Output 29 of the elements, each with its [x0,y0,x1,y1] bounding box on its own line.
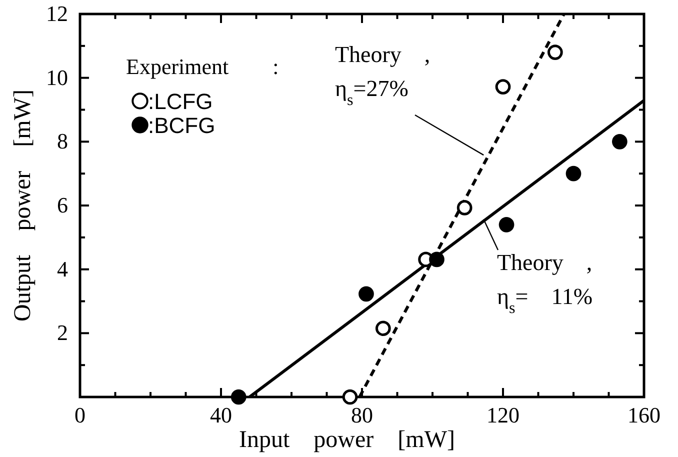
y-tick-label: 12 [46,1,68,26]
x-tick-label: 40 [210,402,232,428]
point [429,252,444,268]
x-tick-label: 80 [351,402,373,428]
x-tick-label: 160 [628,402,660,428]
point [342,389,358,405]
point [230,389,246,405]
y-axis-title: Output power [mW] [10,90,36,322]
y-tick-label: 10 [46,64,68,90]
point [456,200,472,216]
point [375,320,391,336]
legend-title: Experiment : [126,54,279,79]
point [495,79,511,94]
legend-label: :LCFG [148,89,213,114]
point [498,216,514,232]
x-axis-title: Input power [mW] [239,427,455,453]
x-tick-label: 0 [74,402,86,428]
point [566,166,582,182]
legend-label: :BCFG [148,113,216,138]
y-tick-label: 4 [57,256,68,282]
point [358,286,374,302]
y-tick-label: 2 [57,320,68,346]
annotation: Theory , η$_{s}$=27% [335,42,430,108]
x-tick-label: 120 [486,402,520,428]
point [612,134,628,150]
annotation: Theory , η$_{s}$= 11% [497,250,593,316]
y-tick-label: 6 [57,192,68,218]
y-tick-label: 8 [57,128,68,154]
point [547,44,563,60]
